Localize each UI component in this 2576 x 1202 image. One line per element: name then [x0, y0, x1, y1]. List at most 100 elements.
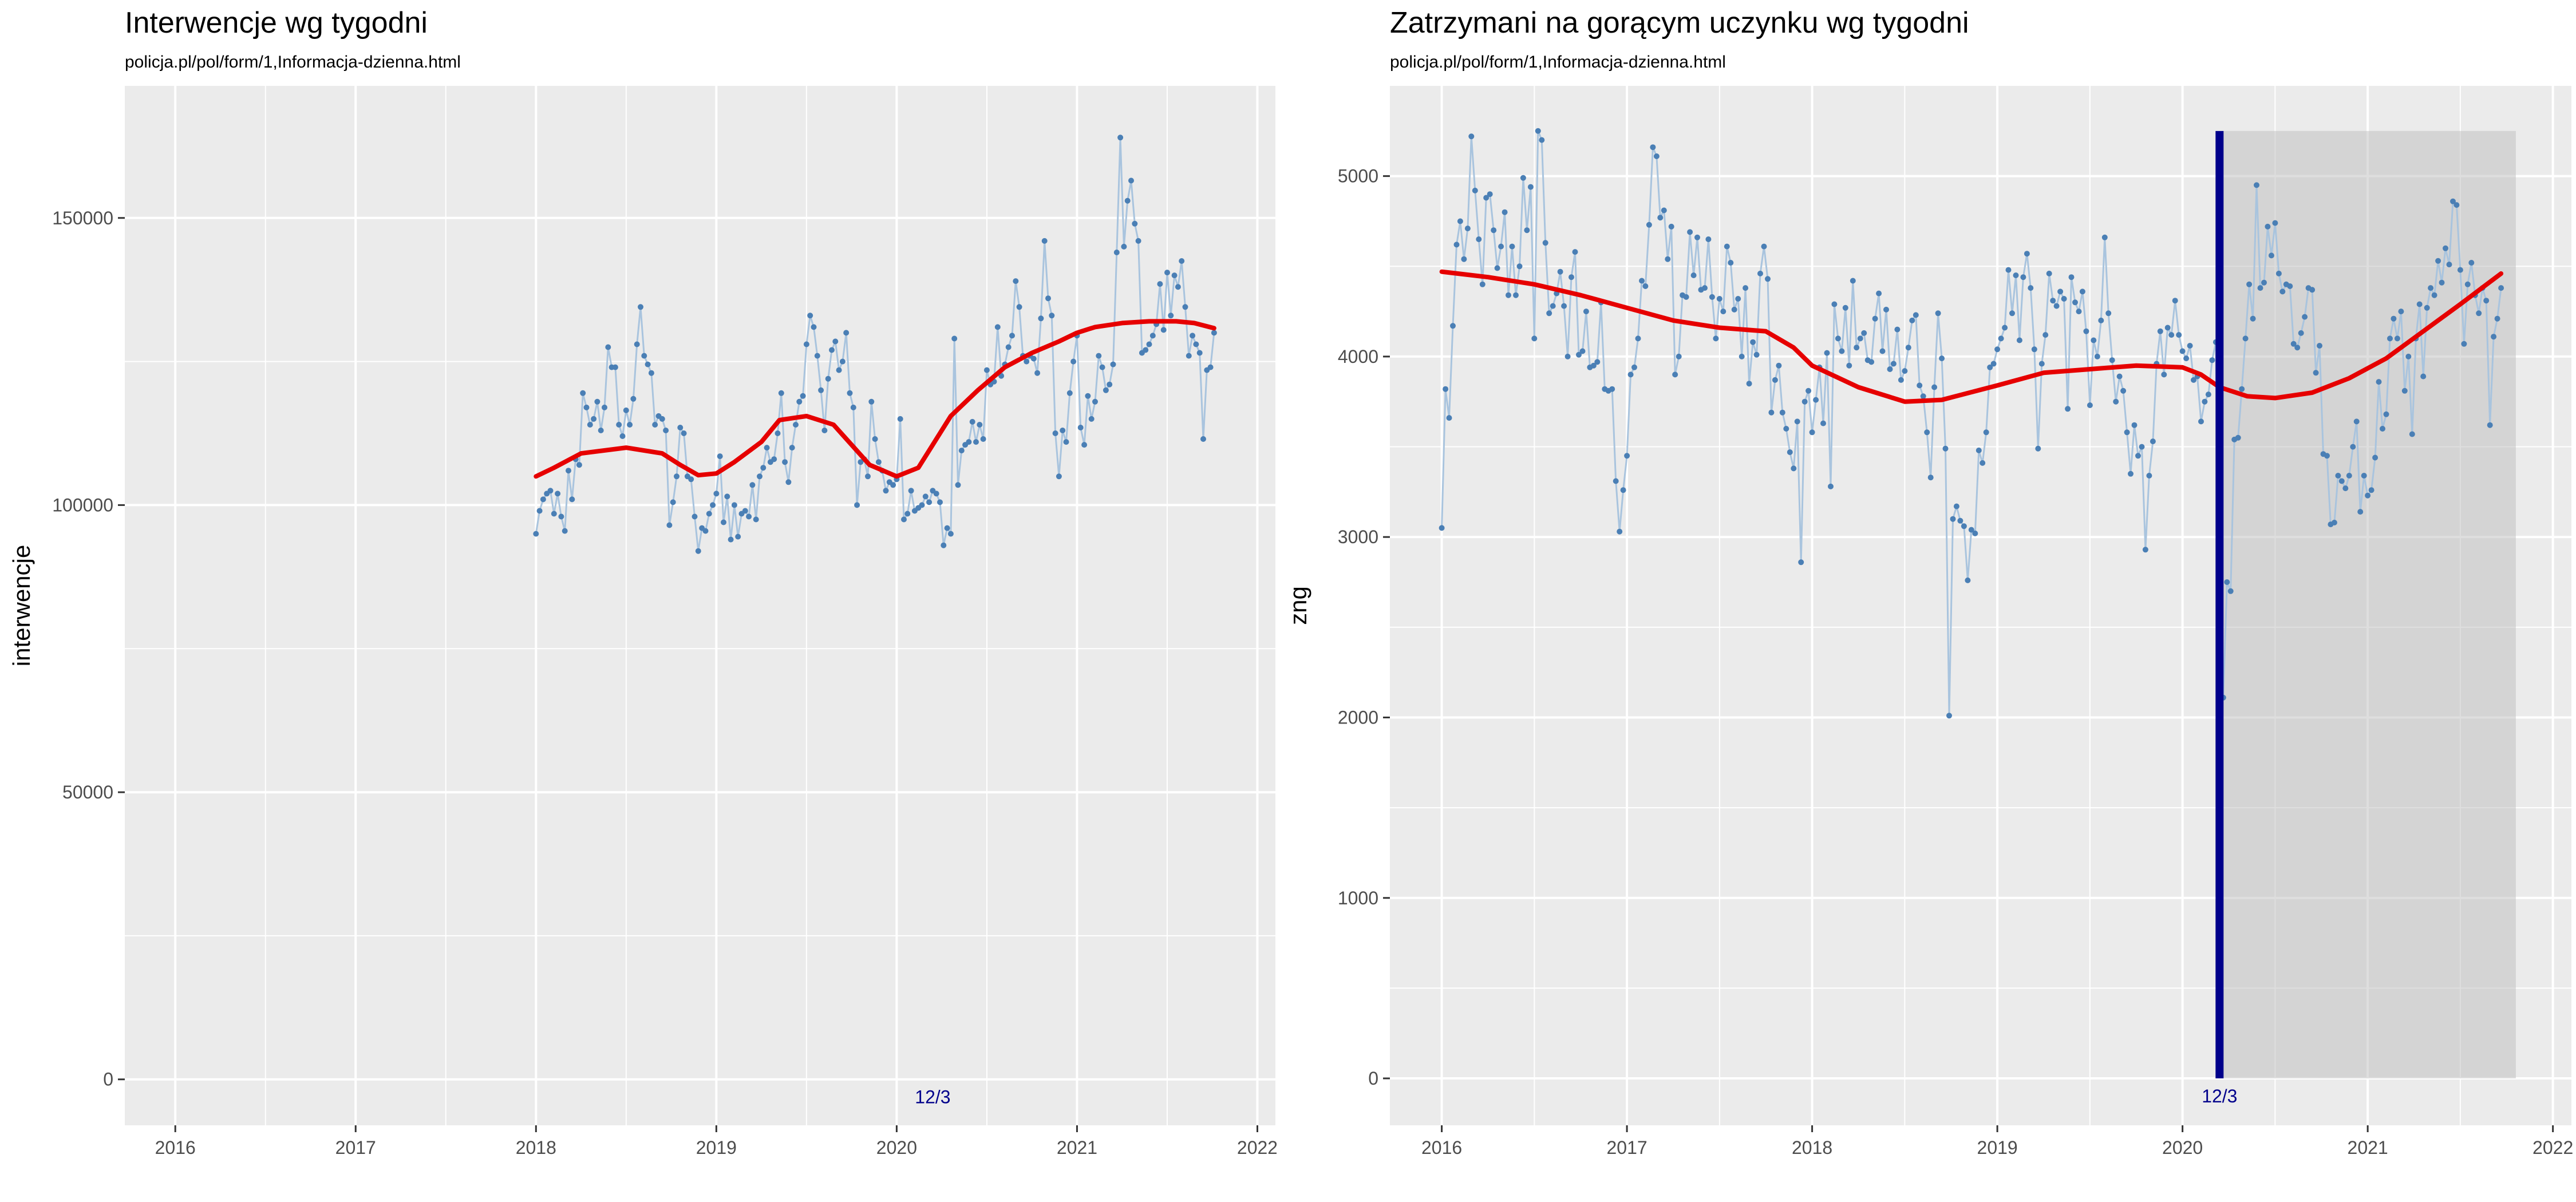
data-point — [1487, 191, 1493, 197]
x-tick-label: 2016 — [155, 1137, 196, 1158]
x-tick-label: 2018 — [1792, 1137, 1832, 1158]
data-point — [753, 516, 759, 523]
data-point — [2016, 337, 2022, 343]
data-point — [2109, 357, 2115, 363]
data-point — [829, 347, 835, 353]
data-point — [1724, 243, 1730, 250]
data-point — [1854, 345, 1860, 351]
data-point — [1950, 516, 1956, 522]
data-point — [2491, 334, 2497, 340]
data-point — [1045, 295, 1051, 302]
data-point — [904, 511, 911, 517]
data-point — [1179, 258, 1185, 264]
data-point — [1720, 309, 1726, 315]
data-point — [941, 542, 947, 548]
data-point — [594, 398, 600, 405]
data-point — [839, 358, 846, 365]
data-point — [1113, 250, 1120, 255]
data-point — [966, 439, 972, 445]
data-point — [1939, 355, 1945, 362]
data-point — [807, 313, 813, 319]
x-tick-label: 2021 — [2348, 1137, 2388, 1158]
data-point — [2401, 388, 2408, 394]
data-point — [616, 422, 622, 428]
data-point — [2275, 270, 2282, 276]
data-point — [1917, 382, 1923, 389]
data-point — [2057, 288, 2064, 295]
data-point — [1842, 305, 1848, 311]
data-point — [1635, 335, 1641, 342]
data-point — [782, 459, 788, 465]
data-point — [980, 436, 986, 442]
data-point — [2268, 252, 2274, 259]
data-point — [2272, 220, 2278, 226]
data-point — [1196, 350, 1203, 356]
y-tick-label: 1000 — [1338, 888, 1378, 908]
data-point — [1924, 429, 1930, 436]
data-point — [536, 508, 543, 514]
y-axis-title: interwencje — [8, 545, 35, 666]
data-point — [1961, 523, 1967, 529]
y-tick-label: 150000 — [52, 208, 113, 228]
data-point — [2157, 328, 2163, 334]
data-point — [2179, 348, 2186, 354]
data-point — [1676, 353, 1682, 359]
chart-panel-interventions: Interwencje wg tygodni policja.pl/pol/fo… — [0, 0, 1277, 1202]
data-point — [1861, 330, 1867, 336]
data-point — [969, 418, 975, 425]
data-point — [2131, 422, 2138, 428]
data-point — [2065, 406, 2071, 412]
data-point — [2116, 373, 2123, 379]
data-point — [1980, 460, 1986, 466]
data-point — [2187, 343, 2193, 349]
data-point — [1457, 218, 1463, 224]
data-point — [612, 364, 618, 370]
chart-subtitle: policja.pl/pol/form/1,Informacja-dzienna… — [125, 53, 461, 72]
data-point — [724, 493, 730, 500]
x-tick-label: 2017 — [1607, 1137, 1647, 1158]
data-point — [619, 433, 626, 439]
data-point — [947, 531, 954, 537]
data-point — [2294, 345, 2301, 351]
data-point — [2335, 473, 2341, 479]
data-point — [1913, 312, 1919, 318]
data-point — [1639, 278, 1645, 284]
data-point — [1690, 272, 1697, 278]
data-point — [973, 439, 979, 445]
data-point — [1568, 274, 1574, 280]
data-point — [789, 445, 795, 451]
data-point — [1502, 209, 1508, 215]
data-point — [2468, 260, 2475, 266]
data-point — [1965, 577, 1971, 583]
data-point — [994, 324, 1001, 330]
data-point — [1768, 409, 1775, 416]
data-point — [2383, 411, 2389, 417]
x-tick-label: 2022 — [2532, 1137, 2573, 1158]
data-point — [1190, 333, 1196, 339]
data-point — [1998, 335, 2004, 342]
data-point — [1743, 285, 1749, 291]
data-point — [2365, 492, 2371, 499]
data-point — [1850, 278, 1856, 284]
data-point — [1994, 346, 2001, 353]
data-point — [587, 422, 593, 428]
data-point — [2227, 588, 2234, 594]
data-point — [785, 479, 792, 485]
data-point — [778, 390, 784, 396]
data-point — [2439, 279, 2445, 286]
data-point — [1624, 453, 1630, 459]
data-point — [1513, 292, 1519, 298]
data-point — [890, 482, 896, 488]
data-point — [1121, 243, 1127, 250]
data-point — [2368, 487, 2374, 493]
data-point — [1149, 333, 1156, 339]
data-point — [688, 476, 694, 483]
chart-title: Interwencje wg tygodni — [125, 6, 428, 39]
data-point — [1063, 439, 1069, 445]
data-point — [1056, 473, 1062, 480]
data-point — [1650, 144, 1656, 151]
data-point — [1887, 366, 1893, 372]
data-point — [670, 499, 676, 505]
chart-canvas: 12/3 2016 2017 2018 2019 2020 2021 2022 0 50000 10… — [8, 86, 1277, 1158]
x-tick-label: 2020 — [2162, 1137, 2203, 1158]
